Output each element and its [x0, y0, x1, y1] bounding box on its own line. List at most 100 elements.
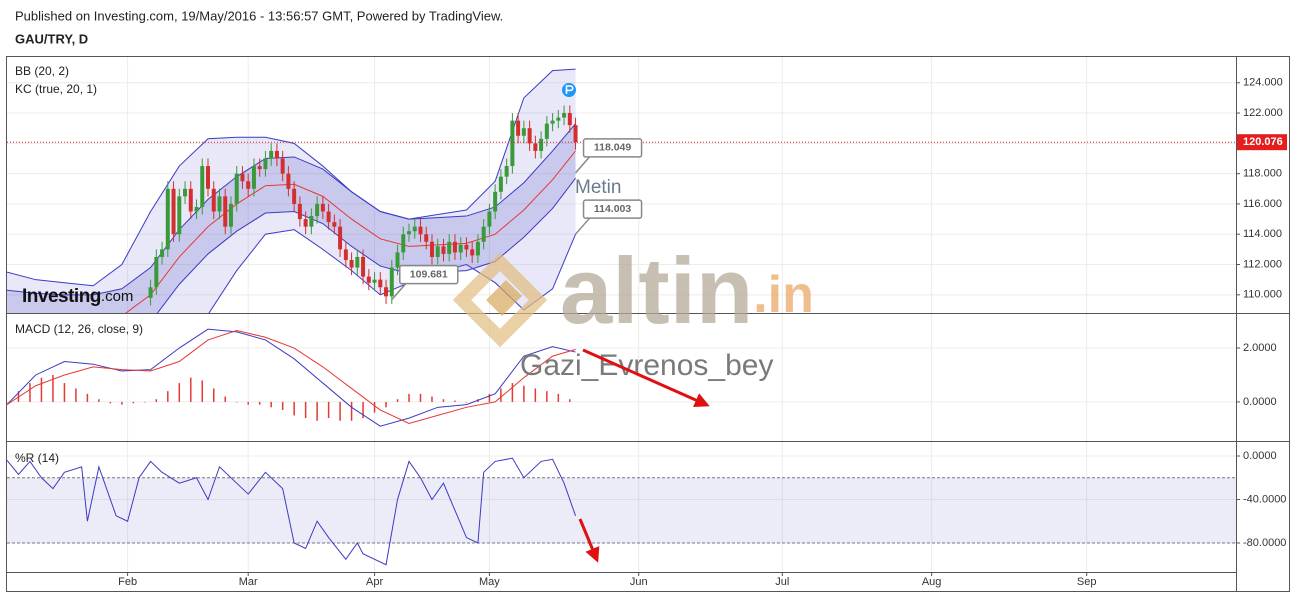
histogram-bar — [121, 401, 123, 405]
y-tick-label: 0.0000 — [1243, 450, 1277, 462]
candle-body — [384, 287, 389, 297]
histogram-bar — [523, 385, 525, 402]
histogram-bar — [419, 393, 422, 402]
frame — [6, 56, 1290, 592]
overlay: BB (20, 2) KC (true, 20, 1) MACD (12, 26… — [6, 56, 1290, 592]
candle-body — [464, 244, 469, 250]
symbol: GAU/TRY, D — [15, 31, 88, 46]
candle-body — [206, 166, 211, 189]
callout-label: 114.003 — [594, 203, 632, 215]
pane — [7, 441, 1236, 572]
candle-body — [533, 143, 538, 151]
histogram-bar — [258, 401, 261, 405]
arrow — [578, 518, 600, 563]
candle-body — [510, 120, 515, 167]
candle-body — [177, 196, 182, 235]
candle-body — [401, 234, 406, 253]
histogram-bar — [190, 377, 192, 402]
indicator-label: BB (20, 2) — [15, 64, 69, 78]
candle-body — [217, 196, 222, 212]
candle-body — [567, 113, 572, 126]
band-line — [7, 68, 576, 287]
candle-body — [240, 173, 245, 182]
candle-body — [223, 196, 228, 227]
callout-pointer — [574, 217, 591, 235]
histogram-bar — [546, 391, 548, 402]
candle-body — [200, 166, 205, 207]
last-price-label: 120.076 — [1243, 136, 1283, 148]
histogram-bar — [488, 393, 491, 402]
candle-body — [246, 181, 251, 189]
histogram-bar — [454, 400, 456, 402]
y-tick-label: 110.000 — [1243, 289, 1282, 301]
band-line — [7, 123, 576, 296]
candle-body — [407, 231, 412, 235]
watermark-part: altin — [560, 238, 753, 343]
logo-shape — [486, 280, 522, 316]
y-tick-label: -80.0000 — [1243, 537, 1286, 549]
histogram-bar — [304, 401, 307, 419]
histogram-bar — [86, 393, 89, 402]
y-tick-label: 116.000 — [1243, 198, 1282, 210]
histogram-bar — [155, 399, 158, 402]
watermark-part: .in — [753, 266, 814, 324]
y-tick-label: 112.000 — [1243, 258, 1282, 270]
candle-body — [493, 191, 498, 212]
candle-body — [154, 256, 159, 288]
histogram-bar — [362, 401, 364, 419]
candle-body — [315, 203, 320, 217]
candle-body — [309, 216, 314, 227]
x-tick-label: Feb — [118, 576, 137, 588]
candle-body — [366, 276, 371, 283]
candle-body — [544, 123, 549, 139]
candle-body — [378, 279, 383, 288]
callout-box — [582, 199, 643, 219]
histogram-bar — [350, 401, 353, 421]
histogram-bar — [500, 388, 502, 402]
watermark-part: Investing — [22, 286, 101, 307]
event-icon-glyph — [565, 85, 574, 94]
histogram-bar — [442, 399, 445, 402]
candle-body — [343, 249, 348, 260]
pane — [7, 313, 1236, 441]
histogram-bar — [396, 399, 399, 402]
x-tick-label: Apr — [366, 576, 383, 588]
candle-body — [148, 287, 153, 298]
callout-box — [582, 138, 643, 158]
candle-body — [165, 188, 170, 250]
candle-body — [171, 188, 176, 235]
y-tick-label: -40.0000 — [1243, 493, 1286, 505]
histogram-bar — [373, 401, 376, 413]
callout-label: 109.681 — [410, 268, 448, 280]
candle-body — [320, 203, 325, 212]
band-fill — [7, 477, 1236, 543]
indicator-label: KC (true, 20, 1) — [15, 82, 97, 96]
watermark-part: .com — [101, 288, 134, 305]
histogram-bar — [7, 401, 8, 403]
candle-body — [516, 120, 521, 136]
candle-body — [349, 259, 354, 268]
candle-body — [556, 117, 561, 121]
callout-box — [399, 264, 459, 285]
candle-body — [487, 211, 492, 227]
candle-body — [326, 211, 331, 223]
candle-body — [269, 150, 274, 159]
y-tick-label: 118.000 — [1243, 168, 1282, 180]
drawing-text: Metin — [575, 177, 621, 198]
x-tick-label: Mar — [239, 576, 258, 588]
candle-body — [297, 203, 302, 220]
indicator-label: MACD (12, 26, close, 9) — [15, 322, 143, 336]
indicator-label: %R (14) — [15, 451, 59, 465]
candle-body — [470, 249, 475, 256]
histogram-bar — [52, 374, 54, 402]
histogram-bar — [431, 396, 433, 402]
candle-body — [194, 206, 199, 212]
histogram-bar — [557, 393, 560, 402]
altin-logo — [452, 252, 548, 348]
histogram-bar — [293, 401, 295, 416]
series-line — [7, 329, 576, 425]
candle-body — [481, 226, 486, 242]
candle-body — [395, 252, 400, 268]
band-line — [156, 177, 576, 313]
